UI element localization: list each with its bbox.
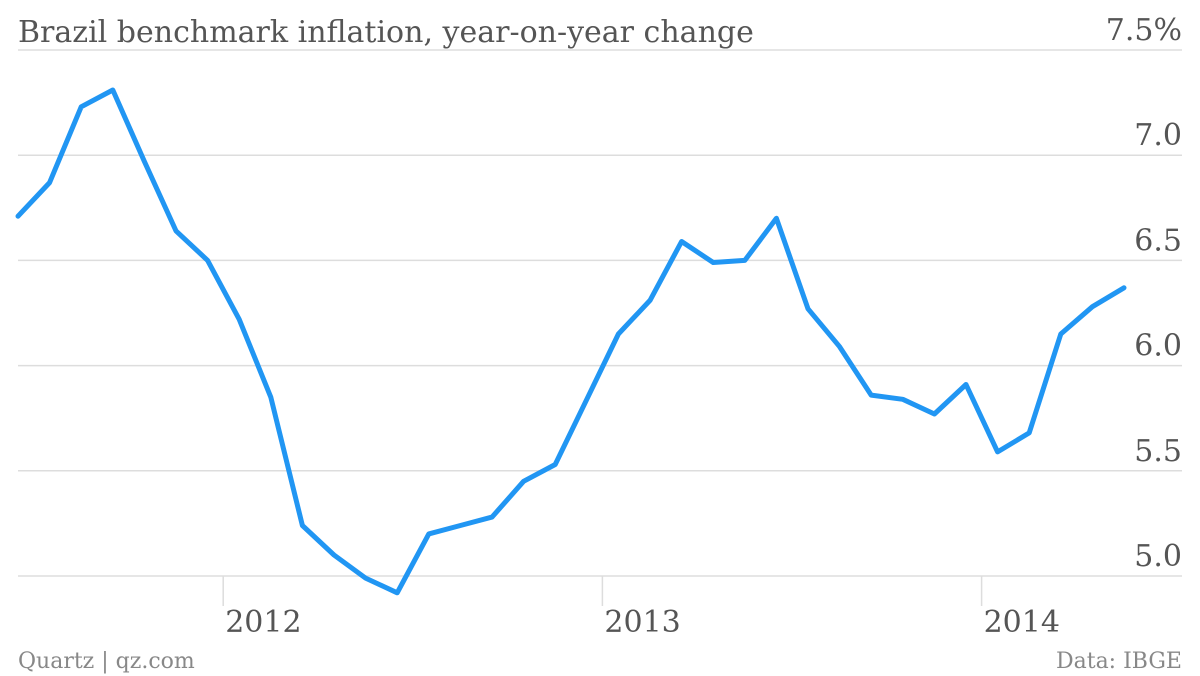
y-tick-label: 7.0	[1134, 118, 1182, 153]
y-tick-label: 5.5	[1134, 434, 1182, 469]
x-tick-label: 2013	[604, 605, 680, 640]
x-tick-label: 2014	[984, 605, 1060, 640]
y-axis: 5.0 5.5 6.0 6.5 7.0 7.5%	[1106, 13, 1182, 574]
y-tick-label: 5.0	[1134, 539, 1182, 574]
series-line	[15, 87, 1127, 596]
y-tick-label: 7.5%	[1106, 13, 1182, 48]
source-credit: Quartz | qz.com	[18, 649, 195, 674]
grid-lines	[18, 49, 1182, 577]
series-layer	[15, 87, 1127, 596]
data-source: Data: IBGE	[1056, 649, 1182, 674]
x-axis: 2012 2013 2014	[222, 576, 1060, 640]
x-tick-label: 2012	[225, 605, 301, 640]
y-tick-label: 6.5	[1134, 223, 1182, 258]
y-tick-label: 6.0	[1134, 329, 1182, 364]
chart-title: Brazil benchmark inflation, year-on-year…	[18, 15, 754, 50]
